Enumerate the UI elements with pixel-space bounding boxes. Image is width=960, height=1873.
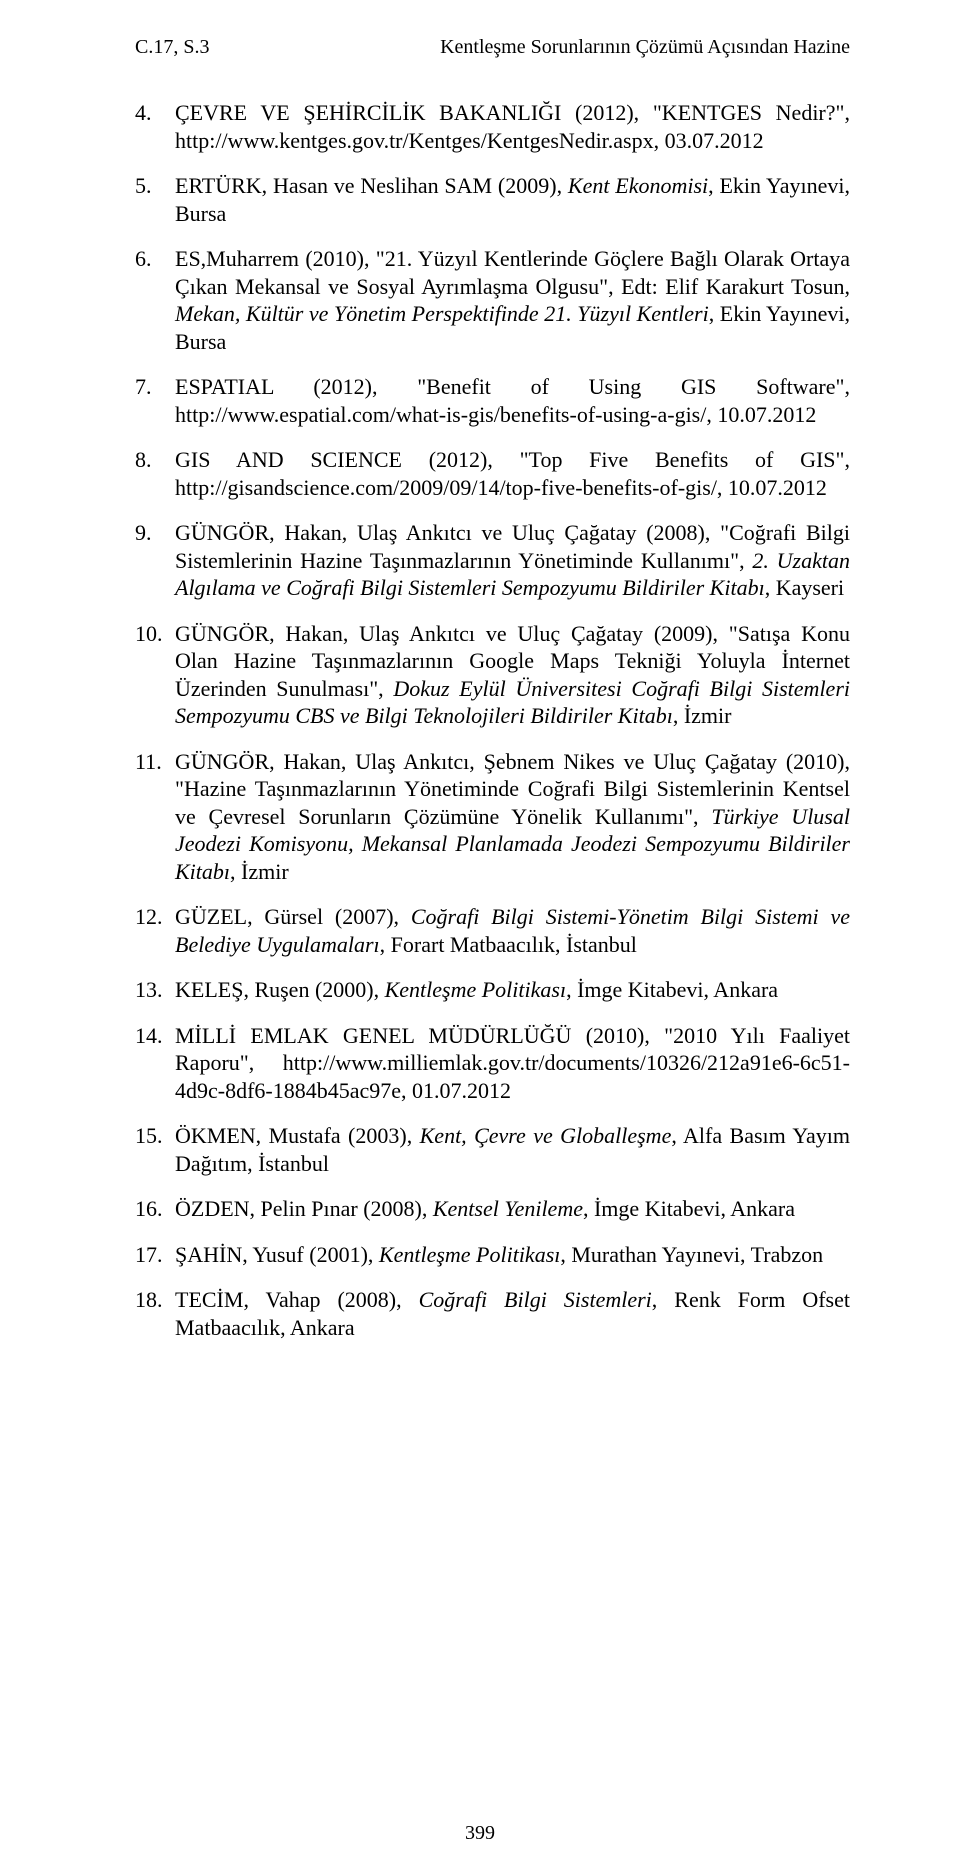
ref-item: ES,Muharrem (2010), "21. Yüzyıl Kentleri… <box>135 245 850 355</box>
ref-item: ERTÜRK, Hasan ve Neslihan SAM (2009), Ke… <box>135 172 850 227</box>
reference-list: ÇEVRE VE ŞEHİRCİLİK BAKANLIĞI (2012), "K… <box>135 99 850 1341</box>
ref-item: ÇEVRE VE ŞEHİRCİLİK BAKANLIĞI (2012), "K… <box>135 99 850 154</box>
ref-item: GÜNGÖR, Hakan, Ulaş Ankıtcı, Şebnem Nike… <box>135 748 850 886</box>
running-head: C.17, S.3 Kentleşme Sorunlarının Çözümü … <box>135 36 850 59</box>
ref-item: TECİM, Vahap (2008), Coğrafi Bilgi Siste… <box>135 1286 850 1341</box>
ref-item: ŞAHİN, Yusuf (2001), Kentleşme Politikas… <box>135 1241 850 1269</box>
running-head-left: C.17, S.3 <box>135 36 209 59</box>
ref-item: GIS AND SCIENCE (2012), "Top Five Benefi… <box>135 446 850 501</box>
ref-item: ESPATIAL (2012), "Benefit of Using GIS S… <box>135 373 850 428</box>
ref-item: MİLLİ EMLAK GENEL MÜDÜRLÜĞÜ (2010), "201… <box>135 1022 850 1105</box>
ref-item: ÖZDEN, Pelin Pınar (2008), Kentsel Yenil… <box>135 1195 850 1223</box>
ref-item: GÜZEL, Gürsel (2007), Coğrafi Bilgi Sist… <box>135 903 850 958</box>
ref-item: KELEŞ, Ruşen (2000), Kentleşme Politikas… <box>135 976 850 1004</box>
running-head-right: Kentleşme Sorunlarının Çözümü Açısından … <box>440 36 850 59</box>
ref-item: ÖKMEN, Mustafa (2003), Kent, Çevre ve Gl… <box>135 1122 850 1177</box>
page-container: C.17, S.3 Kentleşme Sorunlarının Çözümü … <box>0 0 960 1873</box>
ref-item: GÜNGÖR, Hakan, Ulaş Ankıtcı ve Uluç Çağa… <box>135 620 850 730</box>
page-number: 399 <box>0 1822 960 1845</box>
ref-item: GÜNGÖR, Hakan, Ulaş Ankıtcı ve Uluç Çağa… <box>135 519 850 602</box>
